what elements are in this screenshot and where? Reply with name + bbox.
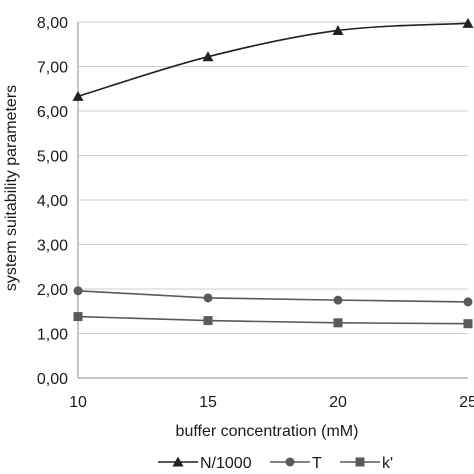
x-tick-label: 10: [69, 394, 87, 411]
data-point: [203, 293, 213, 303]
legend-label: k': [382, 455, 393, 472]
y-tick-label: 3,00: [37, 238, 68, 255]
y-tick-label: 1,00: [37, 327, 68, 344]
y-tick-label: 5,00: [37, 149, 68, 166]
y-tick-label: 2,00: [37, 282, 68, 299]
legend-marker: [285, 457, 295, 467]
legend-marker: [355, 457, 365, 467]
data-point: [73, 286, 83, 296]
y-tick-label: 7,00: [37, 60, 68, 77]
y-axis-title: system suitability parameters: [3, 85, 20, 291]
data-point: [202, 51, 214, 62]
data-point: [333, 318, 343, 328]
series-line-2: [77, 315, 469, 325]
y-tick-labels: 0,00 1,00 2,00 3,00 4,00 5,00 6,00 7,00 8,00: [37, 15, 68, 388]
y-tick-label: 0,00: [37, 371, 68, 388]
y-tick-label: 6,00: [37, 104, 68, 121]
x-tick-label: 20: [329, 394, 347, 411]
series-line-1: [77, 289, 469, 303]
x-tick-labels: 10 15 20 25: [69, 394, 474, 411]
data-point: [73, 312, 83, 322]
data-point: [332, 24, 344, 35]
data-point: [463, 319, 473, 329]
series-line-0: [77, 22, 469, 98]
data-series: [72, 17, 474, 329]
y-tick-label: 8,00: [37, 15, 68, 32]
x-tick-label: 25: [459, 394, 474, 411]
y-tick-label: 4,00: [37, 193, 68, 210]
x-tick-label: 15: [199, 394, 217, 411]
legend-label: N/1000: [200, 455, 252, 472]
data-point: [203, 316, 213, 326]
x-axis-title: buffer concentration (mM): [176, 423, 359, 440]
legend-label: T: [312, 455, 322, 472]
data-point: [72, 90, 84, 101]
data-point: [462, 17, 474, 28]
data-point: [463, 297, 473, 307]
legend-marker: [172, 456, 184, 467]
data-point: [333, 295, 343, 305]
gridlines: [78, 21, 468, 334]
